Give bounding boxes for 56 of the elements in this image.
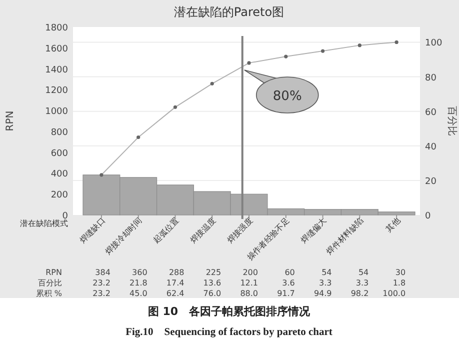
y-tick-label: 1800 bbox=[45, 24, 68, 34]
y-tick-label: 1400 bbox=[45, 65, 68, 76]
chart-title: 潜在缺陷的Pareto图 bbox=[174, 5, 284, 19]
data-label: 360 bbox=[132, 268, 148, 277]
data-label: 200 bbox=[242, 268, 258, 277]
data-label: 60 bbox=[284, 268, 295, 277]
caption: 图 10 各因子帕累托图排序情况 bbox=[148, 305, 312, 318]
data-label: 62.4 bbox=[166, 289, 184, 298]
x-tick-label: 其他 bbox=[384, 216, 402, 234]
y-tick-label: 400 bbox=[50, 170, 68, 180]
y-tick-label: 1200 bbox=[45, 86, 68, 96]
data-label: 384 bbox=[95, 268, 110, 277]
x-tick-label: 焊接温度 bbox=[188, 216, 218, 246]
data-label: 23.2 bbox=[92, 289, 110, 298]
data-label: 12.1 bbox=[240, 278, 258, 288]
y-tick-label: 1600 bbox=[45, 44, 68, 54]
y2-tick-label: 100 bbox=[425, 38, 442, 49]
data-label: 76.0 bbox=[203, 289, 222, 298]
data-label: 45.0 bbox=[130, 289, 148, 298]
y-tick-label: 1000 bbox=[45, 107, 68, 118]
ref-line-label: 80% bbox=[272, 89, 302, 104]
data-label: 30 bbox=[395, 268, 406, 277]
caption: Fig.10 Sequencing of factors by pareto chart bbox=[126, 327, 333, 338]
data-label: 21.8 bbox=[130, 278, 148, 288]
y-tick-label: 200 bbox=[50, 190, 68, 201]
x-tick-label: 起弧位置 bbox=[152, 216, 181, 246]
data-label: 91.7 bbox=[277, 289, 295, 298]
y-tick-label: RPN bbox=[46, 268, 62, 277]
y-tick-label: 800 bbox=[50, 128, 68, 138]
y-tick-label: 600 bbox=[50, 148, 68, 159]
y2-tick-label: 20 bbox=[425, 176, 437, 187]
data-label: 94.9 bbox=[314, 289, 332, 298]
data-label: 3.3 bbox=[356, 278, 369, 288]
y2-tick-label: 0 bbox=[425, 212, 431, 222]
data-label: 88.0 bbox=[240, 289, 258, 298]
y-tick-label: 百分比 bbox=[38, 278, 62, 288]
y2-tick-label: 60 bbox=[425, 108, 437, 118]
x-axis-title: 潜在缺陷模式 bbox=[20, 219, 68, 228]
y-axis-title: RPN bbox=[5, 110, 16, 132]
data-label: 100.0 bbox=[382, 289, 406, 298]
data-label: 23.2 bbox=[92, 278, 110, 288]
data-label: 13.6 bbox=[203, 278, 222, 288]
data-label: 1.8 bbox=[392, 278, 406, 288]
data-label: 3.6 bbox=[282, 278, 295, 288]
data-label: 225 bbox=[206, 268, 222, 277]
data-label: 54 bbox=[322, 268, 332, 277]
data-label: 3.3 bbox=[319, 278, 332, 288]
y2-tick-label: 40 bbox=[425, 142, 437, 152]
data-label: 98.2 bbox=[350, 289, 369, 298]
data-label: 288 bbox=[168, 268, 184, 277]
data-label: 54 bbox=[358, 268, 369, 277]
y2-axis-title: 百分比 bbox=[446, 106, 458, 136]
data-label: 17.4 bbox=[166, 278, 184, 288]
y2-tick-label: 80 bbox=[425, 73, 437, 84]
x-tick-label: 焊接强度 bbox=[225, 216, 254, 246]
y-tick-label: 累积 % bbox=[36, 289, 62, 298]
